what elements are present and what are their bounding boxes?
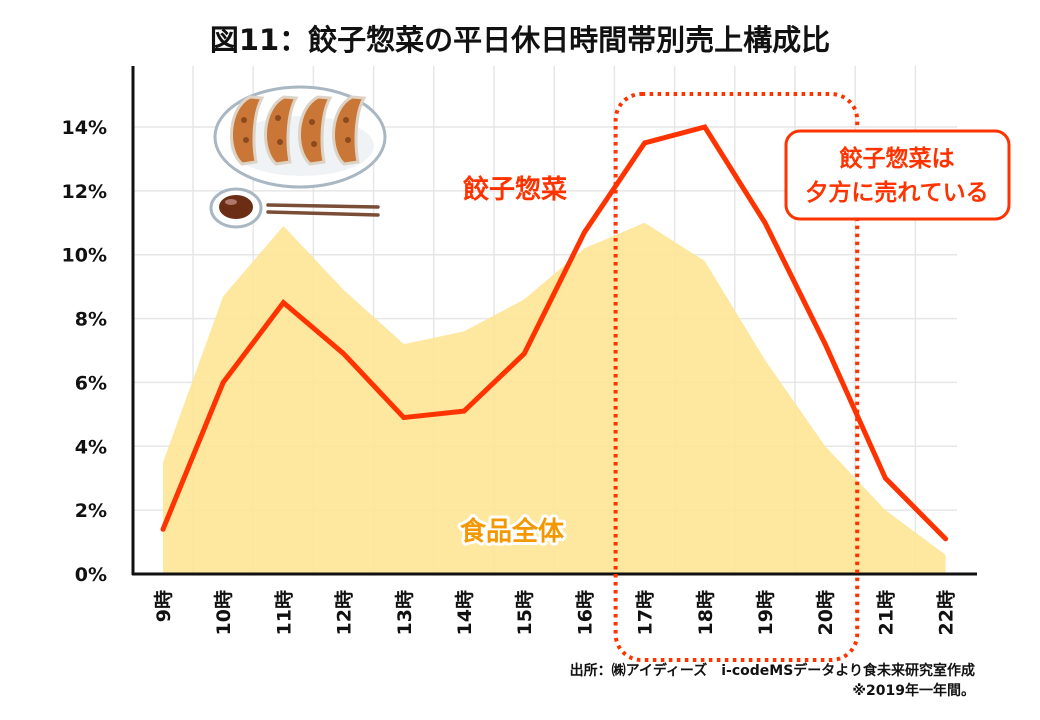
x-tick-label: 11時 bbox=[273, 590, 295, 635]
callout-box bbox=[784, 129, 1011, 221]
y-axis-ticks: 0% 2% 4% 6% 8% 10% 12% 14% bbox=[62, 117, 107, 586]
y-tick-label: 2% bbox=[75, 500, 107, 522]
area-all-food bbox=[163, 222, 946, 575]
source-note: 出所：㈱アイディーズ i-codeMSデータより食未来研究室作成 bbox=[570, 662, 975, 679]
line-series-layer bbox=[160, 124, 949, 542]
callout: 餃子惣菜は 夕方に売れている bbox=[784, 129, 1011, 221]
x-tick-label: 22時 bbox=[936, 590, 958, 635]
y-tick-label: 12% bbox=[62, 181, 107, 203]
x-tick-label: 20時 bbox=[815, 590, 837, 635]
sauce-dish-icon bbox=[209, 187, 263, 229]
gyoza-icon bbox=[230, 95, 367, 166]
series-label-all-food: 食品全体 bbox=[460, 516, 565, 547]
y-tick-label: 10% bbox=[62, 245, 107, 267]
x-tick-label: 17時 bbox=[635, 590, 657, 635]
axes bbox=[131, 66, 977, 576]
x-tick-label: 16時 bbox=[574, 590, 596, 635]
x-tick-label: 13時 bbox=[394, 590, 416, 635]
period-note: ※2019年一年間。 bbox=[852, 682, 975, 699]
chart-title: 図11：餃子惣菜の平日休日時間帯別売上構成比 bbox=[210, 23, 830, 57]
line-gyoza bbox=[160, 124, 949, 542]
x-tick-label: 12時 bbox=[334, 590, 356, 635]
area-series-layer bbox=[162, 222, 946, 575]
x-tick-label: 9時 bbox=[153, 590, 175, 622]
y-tick-label: 6% bbox=[75, 372, 107, 394]
chopsticks-icon bbox=[266, 203, 380, 217]
gyoza-plate-icon bbox=[209, 85, 387, 229]
x-tick-label: 21時 bbox=[875, 590, 897, 635]
x-tick-label: 19時 bbox=[755, 590, 777, 635]
callout-line-1: 餃子惣菜は bbox=[840, 145, 955, 172]
series-label-gyoza: 餃子惣菜 bbox=[463, 174, 567, 205]
x-tick-label: 10時 bbox=[213, 590, 235, 635]
y-tick-label: 0% bbox=[75, 564, 107, 586]
y-tick-label: 4% bbox=[75, 436, 107, 458]
x-axis-ticks: 9時 10時 11時 12時 13時 14時 15時 16時 17時 18時 19時 20時 21時 22… bbox=[153, 590, 958, 635]
x-tick-label: 15時 bbox=[514, 590, 536, 635]
y-tick-label: 8% bbox=[75, 309, 107, 331]
x-tick-label: 14時 bbox=[454, 590, 476, 635]
callout-line-2: 夕方に売れている bbox=[805, 179, 988, 206]
y-tick-label: 14% bbox=[62, 117, 107, 139]
x-tick-label: 18時 bbox=[695, 590, 717, 635]
